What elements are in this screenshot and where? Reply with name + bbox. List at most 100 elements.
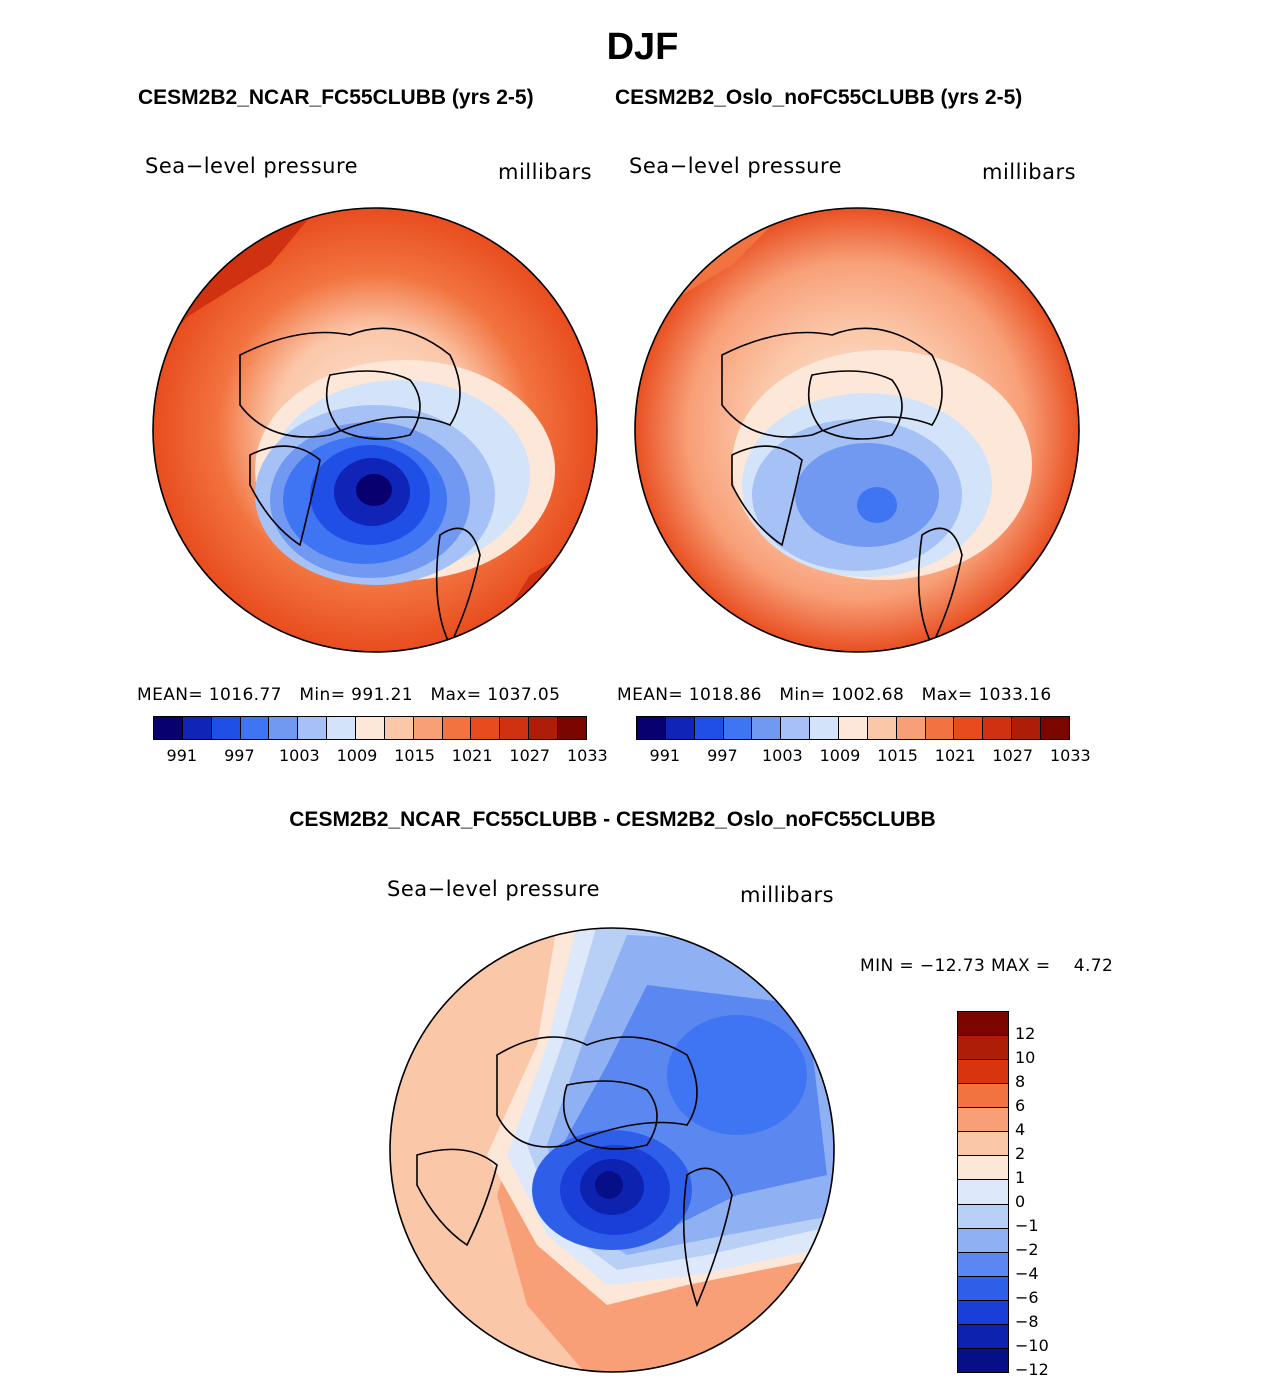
diff-colorbar-tick: 12 <box>1015 1024 1036 1043</box>
panel2-colorbar-tick: 997 <box>707 746 738 765</box>
panel2-stats: MEAN= 1018.86 Min= 1002.68 Max= 1033.16 <box>617 685 1052 705</box>
diff-colorbar-swatch <box>958 1324 1008 1349</box>
diff-colorbar-swatch <box>958 1084 1008 1109</box>
panel1-colorbar-swatch <box>154 717 183 739</box>
panel2-colorbar-swatch <box>954 717 984 739</box>
panel1-colorbar-ticks: 991 997 1003 1009 1015 1021 1027 1033 <box>153 746 608 768</box>
diff-colorbar-tick: 2 <box>1015 1144 1026 1163</box>
panel2-units-label: millibars <box>982 160 1077 184</box>
panel1-colorbar-swatch <box>500 717 530 739</box>
diff-map <box>389 927 835 1373</box>
panel1-max: Max= 1037.05 <box>430 685 561 705</box>
diff-colorbar-swatch <box>958 1252 1008 1277</box>
panel1-colorbar-swatch <box>558 717 586 739</box>
panel1-colorbar-swatch <box>442 717 472 739</box>
diff-colorbar-swatch <box>958 1156 1008 1181</box>
diff-colorbar-tick: −6 <box>1015 1288 1039 1307</box>
panel1-units-label: millibars <box>498 160 593 184</box>
panel1-colorbar-tick: 1033 <box>567 746 608 765</box>
panel1-map-border <box>152 207 598 653</box>
panel1-colorbar-swatch <box>384 717 414 739</box>
diff-colorbar-swatch <box>958 1132 1008 1157</box>
diff-colorbar-swatch <box>958 1108 1008 1133</box>
panel1-colorbar <box>153 716 587 740</box>
panel2-colorbar-swatch <box>1012 717 1042 739</box>
panel1-colorbar-tick: 1009 <box>336 746 378 765</box>
panel2-colorbar-ticks: 991 997 1003 1009 1015 1021 1027 1033 <box>636 746 1091 768</box>
panel2-colorbar-swatch <box>637 717 666 739</box>
diff-colorbar-tick: −2 <box>1015 1240 1039 1259</box>
panel2-case-title: CESM2B2_Oslo_noFC55CLUBB (yrs 2-5) <box>615 86 1023 109</box>
panel2-colorbar-tick: 991 <box>649 746 681 765</box>
panel1-colorbar-swatch <box>298 717 328 739</box>
panel2-colorbar-swatch <box>1041 717 1069 739</box>
panel2-colorbar-swatch <box>896 717 926 739</box>
panel1-colorbar-swatch <box>240 717 270 739</box>
panel2-colorbar-swatch <box>723 717 753 739</box>
panel2-colorbar-tick: 1027 <box>992 746 1034 765</box>
diff-colorbar-swatch <box>958 1180 1008 1205</box>
panel1-colorbar-tick: 1021 <box>451 746 493 765</box>
diff-colorbar-swatch <box>958 1012 1008 1037</box>
panel1-colorbar-tick: 1015 <box>394 746 435 765</box>
diff-colorbar-tick: 0 <box>1015 1192 1026 1211</box>
main-title: DJF <box>606 26 679 68</box>
panel1-stats: MEAN= 1016.77 Min= 991.21 Max= 1037.05 <box>137 685 560 705</box>
panel1-case-title: CESM2B2_NCAR_FC55CLUBB (yrs 2-5) <box>138 86 534 109</box>
panel2-colorbar-swatch <box>925 717 955 739</box>
panel2-min: Min= 1002.68 <box>779 685 905 705</box>
panel2-colorbar-tick: 1009 <box>819 746 861 765</box>
diff-colorbar-tick: −12 <box>1015 1360 1049 1379</box>
diff-colorbar-swatch <box>958 1036 1008 1061</box>
diff-variable-label: Sea−level pressure <box>387 877 601 901</box>
panel1-map <box>152 207 598 653</box>
diff-colorbar-tick: 8 <box>1015 1072 1026 1091</box>
panel2-max: Max= 1033.16 <box>921 685 1052 705</box>
diff-units-label: millibars <box>740 883 835 907</box>
panel2-colorbar <box>636 716 1070 740</box>
diff-colorbar-tick: 6 <box>1015 1096 1026 1115</box>
diff-map-border <box>389 927 835 1373</box>
panel2-mean: MEAN= 1018.86 <box>617 685 762 705</box>
panel1-colorbar-swatch <box>327 717 357 739</box>
panel1-colorbar-tick: 991 <box>166 746 198 765</box>
panel2-colorbar-swatch <box>781 717 811 739</box>
diff-colorbar-tick: 10 <box>1015 1048 1036 1067</box>
panel1-colorbar-swatch <box>182 717 212 739</box>
panel1-variable-label: Sea−level pressure <box>145 154 359 178</box>
panel1-mean: MEAN= 1016.77 <box>137 685 282 705</box>
panel1-colorbar-tick: 997 <box>224 746 255 765</box>
panel1-colorbar-swatch <box>211 717 241 739</box>
panel1-colorbar-swatch <box>529 717 559 739</box>
panel2-colorbar-swatch <box>694 717 724 739</box>
panel1-colorbar-swatch <box>269 717 299 739</box>
diff-colorbar-ticks: 12 10 8 6 4 2 1 0 −1 −2 −4 −6 −8 −10 −12 <box>1015 1011 1085 1379</box>
panel1-colorbar-swatch <box>413 717 443 739</box>
panel2-colorbar-swatch <box>839 717 868 739</box>
panel2-map-border <box>634 207 1080 653</box>
panel2-colorbar-swatch <box>983 717 1013 739</box>
diff-colorbar-tick: 1 <box>1015 1168 1026 1187</box>
diff-colorbar-swatch <box>958 1348 1008 1372</box>
diff-title: CESM2B2_NCAR_FC55CLUBB - CESM2B2_Oslo_no… <box>289 808 936 831</box>
diff-colorbar-tick: −4 <box>1015 1264 1039 1283</box>
panel1-min: Min= 991.21 <box>299 685 414 705</box>
panel1-colorbar-swatch <box>471 717 501 739</box>
diff-colorbar-tick: −1 <box>1015 1216 1039 1235</box>
diff-colorbar <box>957 1011 1009 1373</box>
diff-colorbar-swatch <box>958 1060 1008 1085</box>
diff-colorbar-swatch <box>958 1276 1008 1301</box>
panel2-variable-label: Sea−level pressure <box>629 154 843 178</box>
diff-colorbar-tick: −8 <box>1015 1312 1039 1331</box>
diff-minmax: MIN = −12.73 MAX = 4.72 <box>860 956 1114 976</box>
diff-colorbar-tick: 4 <box>1015 1120 1026 1139</box>
diff-colorbar-swatch <box>958 1204 1008 1229</box>
panel2-colorbar-swatch <box>752 717 782 739</box>
panel2-colorbar-tick: 1015 <box>877 746 918 765</box>
panel2-colorbar-tick: 1033 <box>1050 746 1091 765</box>
diff-colorbar-swatch <box>958 1300 1008 1325</box>
panel2-colorbar-swatch <box>810 717 840 739</box>
diff-colorbar-tick: −10 <box>1015 1336 1049 1355</box>
panel1-colorbar-swatch <box>356 717 385 739</box>
panel2-colorbar-tick: 1021 <box>934 746 976 765</box>
